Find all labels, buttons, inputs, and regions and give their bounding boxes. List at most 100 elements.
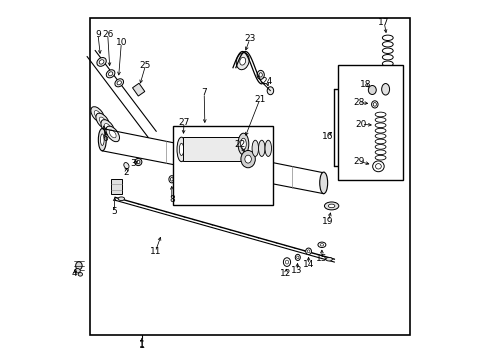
Bar [132,83,144,96]
Ellipse shape [99,60,104,64]
Ellipse shape [137,161,140,164]
Ellipse shape [372,161,384,172]
Ellipse shape [375,164,381,169]
Ellipse shape [101,134,104,145]
Ellipse shape [324,202,338,210]
Ellipse shape [382,61,392,66]
Bar [337,65,402,180]
Ellipse shape [374,150,385,155]
Ellipse shape [244,155,251,163]
Ellipse shape [371,101,377,108]
Ellipse shape [134,158,142,166]
Ellipse shape [75,269,80,273]
Bar [182,137,244,161]
Bar [89,18,409,335]
Ellipse shape [382,55,392,60]
Ellipse shape [382,42,392,47]
Text: 20: 20 [355,120,366,129]
Ellipse shape [170,177,173,181]
Ellipse shape [96,113,109,129]
Ellipse shape [117,81,121,85]
Ellipse shape [372,103,376,106]
Text: 24: 24 [261,77,272,86]
Text: 22: 22 [234,140,245,149]
Bar [110,179,122,194]
Text: 19: 19 [322,217,333,226]
Text: 16: 16 [322,132,333,141]
Ellipse shape [179,143,183,156]
Ellipse shape [99,117,106,125]
Ellipse shape [109,130,116,138]
Ellipse shape [104,123,111,131]
Ellipse shape [295,254,300,260]
Text: 7: 7 [201,89,206,98]
Text: 23: 23 [244,35,255,44]
Ellipse shape [91,107,104,122]
Ellipse shape [78,273,82,276]
Text: 5: 5 [111,207,117,216]
Text: 1: 1 [139,341,144,349]
Ellipse shape [374,118,385,122]
Text: 8: 8 [168,195,174,204]
Text: 28: 28 [352,98,364,107]
Ellipse shape [320,244,323,246]
Text: 1: 1 [139,340,144,350]
Ellipse shape [285,260,288,264]
Ellipse shape [106,70,115,78]
Text: 27: 27 [178,118,189,127]
Ellipse shape [374,139,385,144]
Ellipse shape [76,262,82,270]
Ellipse shape [94,111,101,118]
Ellipse shape [123,163,129,168]
Ellipse shape [381,84,389,95]
Ellipse shape [306,250,309,253]
Text: 26: 26 [102,30,113,39]
Bar [172,126,273,205]
Ellipse shape [240,138,246,150]
Text: 25: 25 [140,61,151,70]
Ellipse shape [367,86,375,95]
Ellipse shape [257,71,264,80]
Ellipse shape [374,134,385,139]
Ellipse shape [328,204,334,208]
Ellipse shape [317,242,325,248]
Text: 17: 17 [378,18,389,27]
Ellipse shape [177,137,185,162]
Ellipse shape [266,87,273,95]
Ellipse shape [241,150,255,168]
Ellipse shape [283,258,290,266]
Text: 13: 13 [291,266,302,275]
Ellipse shape [374,145,385,149]
Text: 4: 4 [72,269,77,278]
Ellipse shape [251,140,258,156]
Text: 9: 9 [95,30,101,39]
Ellipse shape [97,58,106,66]
Ellipse shape [238,133,248,155]
Ellipse shape [374,112,385,117]
Ellipse shape [239,57,245,65]
Ellipse shape [101,120,114,135]
Ellipse shape [325,257,332,261]
Ellipse shape [374,156,385,160]
Ellipse shape [118,197,124,201]
Ellipse shape [98,129,106,151]
Text: 18: 18 [359,80,371,89]
Text: 21: 21 [254,95,265,104]
Text: 11: 11 [149,248,161,256]
Ellipse shape [382,48,392,54]
Ellipse shape [374,123,385,128]
Text: 29: 29 [352,157,364,166]
Ellipse shape [115,79,123,87]
Ellipse shape [296,256,298,259]
Ellipse shape [106,126,119,142]
Text: 2: 2 [123,168,129,177]
Ellipse shape [319,172,327,194]
Text: 6: 6 [102,134,108,143]
Text: 14: 14 [302,260,314,269]
Text: 10: 10 [115,38,127,47]
Ellipse shape [108,72,113,76]
Ellipse shape [264,140,271,156]
Ellipse shape [236,53,249,70]
Text: 15: 15 [316,254,327,263]
Ellipse shape [259,73,262,77]
